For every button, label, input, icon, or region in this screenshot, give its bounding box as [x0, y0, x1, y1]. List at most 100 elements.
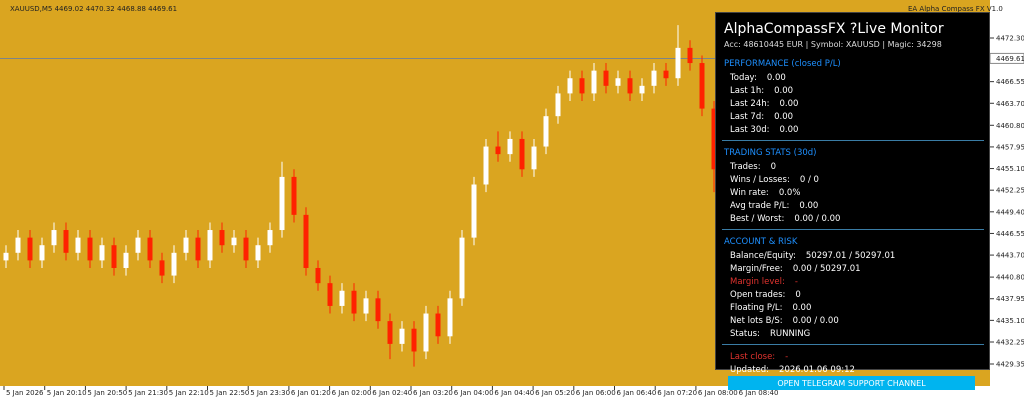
stat-row: Win rate: 0.0% — [730, 188, 800, 198]
stat-row: Trades: 0 — [730, 162, 776, 172]
candle-body — [39, 245, 45, 261]
account-info: Acc: 48610445 EUR | Symbol: XAUUSD | Mag… — [724, 40, 942, 49]
price-tick-label: 4446.55 — [996, 230, 1024, 238]
stat-label: Best / Worst: — [730, 214, 785, 224]
price-axis-background — [990, 0, 1024, 404]
section-divider — [722, 344, 984, 345]
price-tick-label: 4432.25 — [996, 338, 1024, 346]
candle-body — [75, 237, 81, 253]
time-label: 5 Jan 23:30 — [250, 389, 290, 397]
panel-title: AlphaCompassFX ?Live Monitor — [724, 21, 944, 37]
time-label: 6 Jan 06:00 — [576, 389, 616, 397]
stat-value: 0.00 — [766, 73, 786, 83]
stat-label: Wins / Losses: — [730, 175, 790, 185]
candle-body — [315, 267, 321, 284]
stat-label: Updated: — [730, 365, 770, 375]
stat-value: - — [794, 277, 798, 287]
candle-body — [3, 252, 9, 261]
candle-body — [651, 70, 657, 86]
stat-label: Trades: — [730, 162, 761, 172]
candle-body — [207, 230, 213, 261]
candle-body — [135, 237, 141, 253]
candle-body — [483, 146, 489, 185]
candle-body — [507, 138, 513, 155]
stat-value: 0.00 — [779, 99, 799, 109]
candle-body — [495, 146, 501, 155]
stat-label: Avg trade P/L: — [730, 201, 790, 211]
candle-body — [231, 237, 237, 246]
stat-row: Last 30d: 0.00 — [730, 125, 798, 135]
current-price-label: 4469.61 — [996, 55, 1024, 63]
candle-body — [243, 237, 249, 261]
stat-label: Today: — [730, 73, 757, 83]
time-label: 5 Jan 20:50 — [87, 389, 127, 397]
candle-body — [51, 230, 57, 246]
time-label: 6 Jan 01:20 — [291, 389, 331, 397]
candle-body — [471, 184, 477, 238]
price-tick-label: 4463.70 — [996, 100, 1024, 108]
time-label: 6 Jan 06:40 — [617, 389, 657, 397]
stat-row: Open trades: 0 — [730, 290, 801, 300]
stat-label: Last 1h: — [730, 86, 765, 96]
candle-body — [195, 237, 201, 261]
stat-value: 0.0% — [778, 188, 801, 198]
stat-label: Last 7d: — [730, 112, 765, 122]
candle-body — [687, 47, 693, 64]
price-tick-label: 4429.35 — [996, 361, 1024, 369]
candle-body — [147, 237, 153, 261]
candle-body — [555, 93, 561, 117]
stat-label: Balance/Equity: — [730, 251, 796, 261]
stat-label: Margin/Free: — [730, 264, 783, 274]
candle-body — [99, 245, 105, 261]
stat-value: 0.00 / 50297.01 — [792, 264, 861, 274]
candle-body — [183, 237, 189, 253]
stat-value: 0.00 — [774, 112, 794, 122]
candle-body — [411, 328, 417, 352]
candle-body — [339, 290, 345, 306]
candle-body — [603, 70, 609, 86]
price-tick-label: 4466.55 — [996, 78, 1024, 86]
stat-label: Floating P/L: — [730, 303, 783, 313]
candle-body — [63, 230, 69, 253]
monitor-panel: AlphaCompassFX ?Live Monitor Acc: 486104… — [715, 12, 990, 375]
current-price-box — [989, 52, 1024, 64]
time-label: 5 Jan 21:30 — [128, 389, 168, 397]
candle-body — [399, 328, 405, 344]
candle-body — [375, 298, 381, 322]
telegram-button[interactable]: OPEN TELEGRAM SUPPORT CHANNEL — [728, 376, 975, 390]
candle-body — [459, 237, 465, 299]
stat-row: Updated: 2026.01.06 09:12 — [730, 365, 855, 375]
stat-row: Floating P/L: 0.00 — [730, 303, 811, 313]
stat-row: Balance/Equity: 50297.01 / 50297.01 — [730, 251, 895, 261]
stat-row: Status: RUNNING — [730, 329, 810, 339]
time-label: 6 Jan 02:00 — [332, 389, 372, 397]
candle-body — [579, 78, 585, 94]
candle-body — [171, 252, 177, 276]
candle-body — [15, 237, 21, 253]
candle-body — [663, 70, 669, 79]
price-tick-label: 4443.70 — [996, 252, 1024, 260]
stat-value: - — [785, 352, 789, 362]
section-divider — [722, 229, 984, 230]
stat-row: Last 7d: 0.00 — [730, 112, 793, 122]
candle-body — [519, 138, 525, 170]
section-heading: ACCOUNT & RISK — [724, 237, 798, 247]
stat-value: 0.00 — [774, 86, 794, 96]
time-label: 6 Jan 08:40 — [739, 389, 779, 397]
candle-body — [123, 252, 129, 268]
candle-body — [111, 245, 117, 268]
stat-label: Last close: — [730, 352, 776, 362]
stat-label: Net lots B/S: — [730, 316, 783, 326]
stat-label: Open trades: — [730, 290, 786, 300]
stat-row: Wins / Losses: 0 / 0 — [730, 175, 819, 185]
price-tick-label: 4449.40 — [996, 208, 1024, 216]
price-tick-label: 4437.95 — [996, 295, 1024, 303]
stat-value: 0.00 / 0.00 — [792, 316, 839, 326]
price-tick-label: 4440.80 — [996, 274, 1024, 282]
time-label: 6 Jan 04:00 — [454, 389, 494, 397]
candle-body — [363, 298, 369, 314]
time-label: 5 Jan 22:50 — [210, 389, 250, 397]
time-label: 5 Jan 2026 — [6, 389, 44, 397]
time-label: 6 Jan 07:20 — [657, 389, 697, 397]
candle-body — [27, 237, 33, 261]
